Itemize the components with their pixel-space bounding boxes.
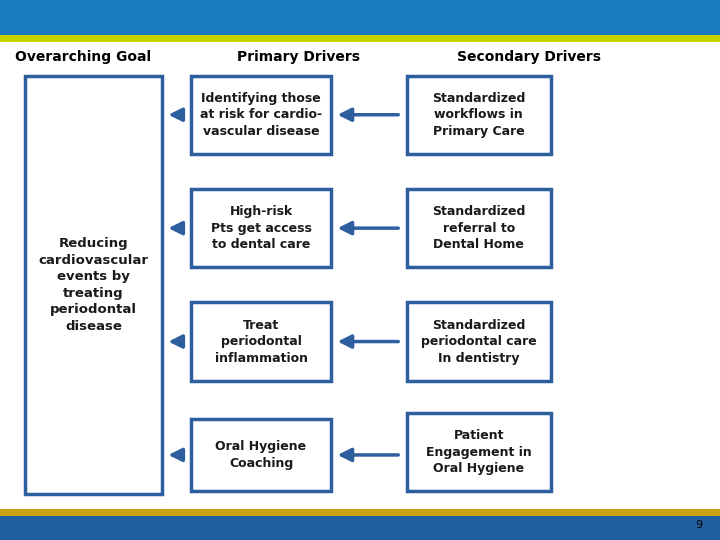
Text: Identifying those
at risk for cardio-
vascular disease: Identifying those at risk for cardio- va… [200, 92, 322, 138]
Text: Overarching Goal: Overarching Goal [14, 50, 151, 64]
Text: Standardized
periodontal care
In dentistry: Standardized periodontal care In dentist… [421, 319, 536, 364]
Bar [0, 35, 720, 42]
Bar [407, 76, 551, 154]
Text: Standardized
referral to
Dental Home: Standardized referral to Dental Home [432, 205, 526, 251]
Bar [0, 0, 720, 35]
Bar [407, 302, 551, 381]
Text: Reducing
cardiovascular
events by
treating
periodontal
disease: Reducing cardiovascular events by treati… [39, 237, 148, 333]
Bar [0, 509, 720, 516]
Text: Patient
Engagement in
Oral Hygiene: Patient Engagement in Oral Hygiene [426, 429, 531, 475]
Bar [191, 302, 331, 381]
Bar [407, 189, 551, 267]
Bar [191, 418, 331, 491]
Text: Standardized
workflows in
Primary Care: Standardized workflows in Primary Care [432, 92, 526, 138]
Bar [191, 76, 331, 154]
Bar [191, 189, 331, 267]
Bar [0, 516, 720, 540]
Text: 9: 9 [695, 520, 702, 530]
Text: Oral Hygiene
Coaching: Oral Hygiene Coaching [215, 440, 307, 470]
Bar [407, 413, 551, 491]
Text: Treat
periodontal
inflammation: Treat periodontal inflammation [215, 319, 307, 364]
Text: Primary Drivers: Primary Drivers [238, 50, 360, 64]
Text: High-risk
Pts get access
to dental care: High-risk Pts get access to dental care [210, 205, 312, 251]
Bar [25, 76, 162, 494]
Text: Secondary Drivers: Secondary Drivers [457, 50, 601, 64]
